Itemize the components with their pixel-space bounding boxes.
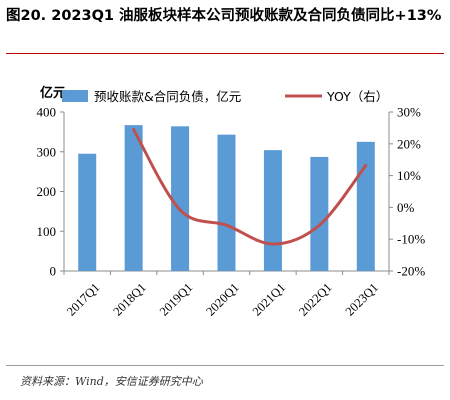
bar [217, 134, 236, 271]
bar [310, 156, 329, 271]
x-tick-label: 2023Q1 [343, 280, 381, 318]
bar [263, 150, 282, 271]
x-tick-label: 2018Q1 [110, 280, 148, 318]
x-tick-label: 2020Q1 [203, 280, 241, 318]
right-tick-label: -20% [397, 264, 425, 279]
right-tick-label: 30% [397, 105, 421, 120]
x-tick-label: 2019Q1 [157, 280, 195, 318]
left-tick-label: 300 [37, 144, 57, 159]
source-divider [6, 365, 444, 366]
x-tick-label: 2021Q1 [250, 280, 288, 318]
bar-series [78, 125, 375, 272]
figure-title: 图20. 2023Q1 油服板块样本公司预收账款及合同负债同比+13% [6, 8, 442, 24]
left-tick-label: 200 [37, 184, 57, 199]
title-divider [6, 53, 444, 54]
right-tick-label: 20% [397, 136, 421, 151]
right-tick-label: -10% [397, 232, 425, 247]
left-axis-unit: 亿元 [40, 85, 66, 101]
legend-line-label: YOY（右） [326, 89, 388, 104]
yoy-line [132, 127, 368, 246]
bar [124, 125, 143, 272]
bar [171, 126, 190, 271]
left-tick-label: 100 [37, 224, 57, 239]
x-tick-label: 2022Q1 [296, 280, 334, 318]
source-note: 资料来源：Wind，安信证券研究中心 [20, 375, 203, 388]
right-tick-label: 10% [397, 168, 421, 183]
left-tick-label: 0 [50, 264, 57, 279]
right-tick-label: 0% [397, 200, 415, 215]
legend-bar-swatch [62, 90, 88, 102]
legend-bar-label: 预收账款&合同负债，亿元 [94, 89, 241, 104]
line-series [132, 127, 368, 246]
bar [78, 153, 97, 271]
x-tick-label: 2017Q1 [64, 280, 102, 318]
chart-legend: 预收账款&合同负债，亿元 YOY（右） [62, 89, 388, 104]
left-tick-label: 400 [37, 105, 57, 120]
bar [356, 141, 375, 271]
